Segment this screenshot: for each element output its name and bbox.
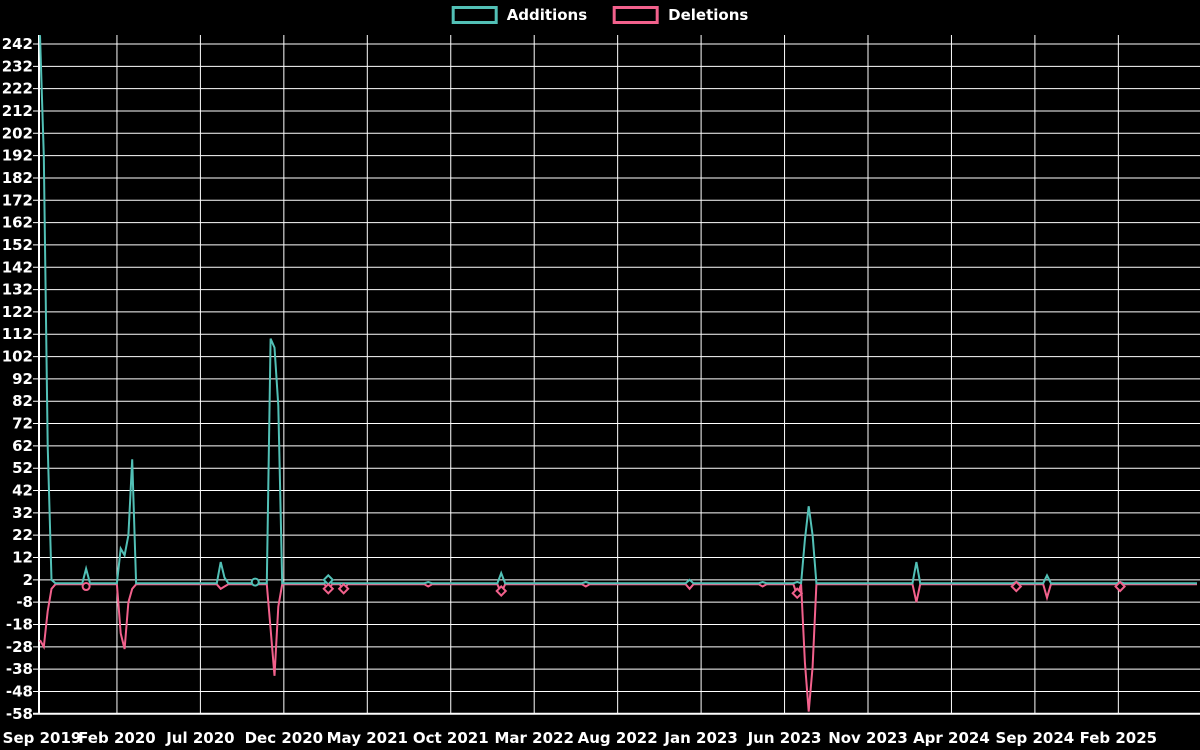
y-axis-tick-label: 232 <box>2 57 33 75</box>
y-axis-tick-label: 92 <box>12 370 33 388</box>
y-axis-tick-label: 42 <box>12 482 33 500</box>
y-axis-tick-label: -48 <box>6 682 33 700</box>
x-axis-tick-label: Mar 2022 <box>494 729 573 747</box>
deletions-circle-marker <box>81 582 91 592</box>
y-axis-tick-label: 182 <box>2 169 33 187</box>
y-axis-tick-label: 122 <box>2 303 33 321</box>
additions-swatch <box>451 6 498 24</box>
x-axis-tick-label: Jan 2023 <box>663 729 737 747</box>
y-axis-tick-label: 102 <box>2 348 33 366</box>
x-axis-tick-label: May 2021 <box>327 729 408 747</box>
x-axis-tick-label: Jul 2020 <box>165 729 234 747</box>
deletions-diamond-marker <box>791 587 804 600</box>
deletions-diamond-marker <box>1114 580 1127 593</box>
x-axis-tick-label: Feb 2025 <box>1080 729 1158 747</box>
y-axis-tick-label: 132 <box>2 281 33 299</box>
y-axis-tick-label: -38 <box>6 660 33 678</box>
deletions-diamond-marker <box>495 585 508 597</box>
y-axis-tick-label: 2 <box>23 571 33 589</box>
y-axis-tick-label: 192 <box>2 147 33 165</box>
y-axis-tick-label: 82 <box>12 392 33 410</box>
y-axis-tick-label: -18 <box>6 615 33 633</box>
legend-item-additions[interactable]: Additions <box>451 5 588 24</box>
deletions-series-line <box>39 583 1197 712</box>
y-axis-tick-label: 202 <box>2 124 33 142</box>
y-axis-tick-label: 162 <box>2 214 33 232</box>
y-axis-tick-label: -28 <box>6 638 33 656</box>
additions-series-line <box>39 35 1197 585</box>
x-axis-tick-label: Jun 2023 <box>747 729 822 747</box>
deletions-diamond-marker <box>322 582 335 595</box>
x-axis-tick-label: Sep 2019 <box>3 729 82 747</box>
deletions-diamond-marker <box>1010 580 1023 593</box>
deletions-legend-label: Deletions <box>668 5 749 24</box>
y-axis-tick-label: 152 <box>2 236 33 254</box>
x-axis-tick-label: Sep 2024 <box>996 729 1075 747</box>
y-axis-tick-label: 142 <box>2 258 33 276</box>
x-axis-tick-label: Oct 2021 <box>413 729 489 747</box>
x-axis-tick-label: Feb 2020 <box>78 729 156 747</box>
deletions-swatch <box>613 6 660 24</box>
y-axis-tick-label: 212 <box>2 102 33 120</box>
y-axis-tick-label: 222 <box>2 80 33 98</box>
additions-diamond-marker <box>322 573 335 586</box>
x-axis-tick-label: Apr 2024 <box>913 729 990 747</box>
y-axis-tick-label: 62 <box>12 437 33 455</box>
y-axis-tick-label: 52 <box>12 459 33 477</box>
y-axis-tick-label: 112 <box>2 325 33 343</box>
additions-circle-marker <box>250 577 260 587</box>
additions-legend-label: Additions <box>506 5 588 24</box>
x-axis-tick-label: Aug 2022 <box>578 729 658 747</box>
y-axis-tick-label: 72 <box>12 415 33 433</box>
chart-legend: Additions Deletions <box>451 5 748 24</box>
x-axis-tick-label: Dec 2020 <box>245 729 324 747</box>
x-axis-tick-label: Nov 2023 <box>828 729 908 747</box>
y-axis-tick-label: 22 <box>12 526 33 544</box>
y-axis-tick-label: 32 <box>12 504 33 522</box>
deletions-diamond-marker <box>337 582 350 595</box>
y-axis-tick-label: -58 <box>6 705 33 723</box>
legend-item-deletions[interactable]: Deletions <box>613 6 748 24</box>
y-axis-tick-label: 172 <box>2 191 33 209</box>
y-axis-tick-label: 242 <box>2 35 33 53</box>
y-axis-tick-label: -8 <box>16 593 33 611</box>
y-axis-tick-label: 12 <box>12 549 33 567</box>
